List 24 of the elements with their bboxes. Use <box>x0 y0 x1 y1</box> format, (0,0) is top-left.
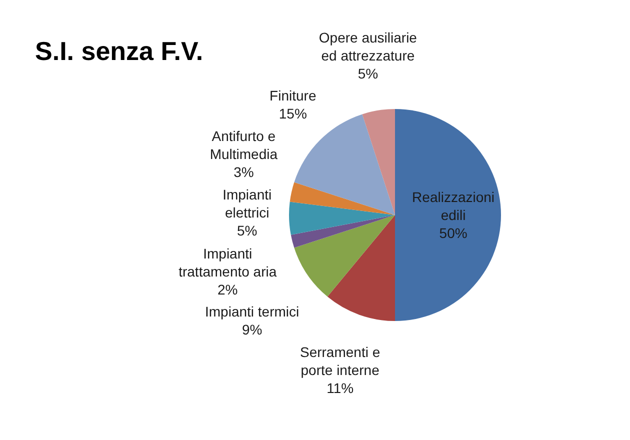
pie-slice <box>362 109 395 215</box>
data-label: 5% <box>237 222 258 238</box>
slice-label: Impianti elettrici <box>222 186 272 220</box>
slice-label: Impianti termici <box>205 304 300 320</box>
data-label: 9% <box>242 322 262 338</box>
data-label: 11% <box>326 380 354 396</box>
data-label: 5% <box>358 65 378 82</box>
pie-slice <box>294 215 395 297</box>
data-label: 15% <box>278 106 307 122</box>
slice-label: Serramenti e porte interne <box>300 344 380 378</box>
data-label: 2% <box>218 281 238 298</box>
pie-slice <box>327 215 395 321</box>
pie-slice <box>290 215 395 248</box>
data-label: 50% <box>439 225 468 242</box>
slice-label: Realizzazioni edili <box>412 189 495 224</box>
pie-slice <box>290 182 395 215</box>
chart-title: S.I. senza F.V. <box>35 36 204 66</box>
pie-slice <box>289 202 395 235</box>
data-label: 3% <box>234 164 254 180</box>
slice-label: Finiture <box>270 88 316 104</box>
slice-label: Opere ausiliarie ed attrezzature <box>318 29 418 64</box>
pie-slice <box>395 109 501 321</box>
slice-label: Antifurto e Multimedia <box>210 128 278 162</box>
slice-label: Impianti trattamento aria <box>178 245 277 280</box>
